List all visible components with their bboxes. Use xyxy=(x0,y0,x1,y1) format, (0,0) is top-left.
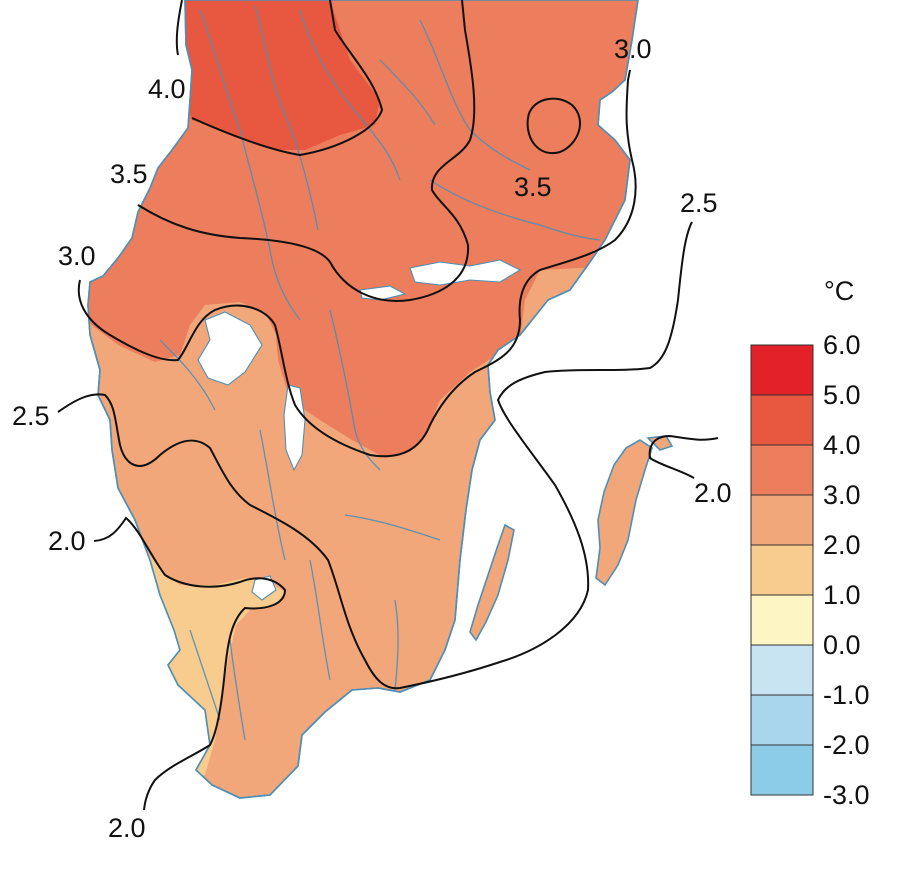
isotherms xyxy=(57,0,719,811)
legend-unit-label: °C xyxy=(824,276,854,306)
river-10 xyxy=(344,514,441,541)
isotherm-3.5-north xyxy=(137,0,476,302)
river-6 xyxy=(429,179,601,241)
isotherm-3.5-ring xyxy=(526,97,581,155)
river-14 xyxy=(394,599,399,691)
legend-bin xyxy=(750,744,814,796)
isotherm-2.0-east xyxy=(648,434,719,479)
river-2 xyxy=(254,4,319,231)
river-9 xyxy=(259,429,286,561)
river-7 xyxy=(329,309,381,471)
river-5 xyxy=(379,59,436,126)
contour-label-2.0-west: 2.0 xyxy=(48,526,86,556)
river-8 xyxy=(159,339,216,411)
oland-island xyxy=(469,523,515,642)
legend-bin xyxy=(750,694,814,746)
contour-label-2.0-east: 2.0 xyxy=(694,478,732,508)
lake-small-south xyxy=(251,575,277,601)
legend-tick-label: -1.0 xyxy=(823,680,870,710)
lake-vanern xyxy=(197,311,263,386)
contour-label-3.5-east: 3.5 xyxy=(514,172,552,202)
river-1 xyxy=(199,9,301,321)
river-11 xyxy=(309,559,331,681)
legend-tick-label: 6.0 xyxy=(823,330,861,360)
legend-bin xyxy=(750,494,814,546)
lakes xyxy=(197,259,522,601)
legend-tick-label: 0.0 xyxy=(823,630,861,660)
legend-bin xyxy=(750,594,814,646)
contour-label-2.5-west: 2.5 xyxy=(12,401,50,431)
lake-malaren xyxy=(409,259,522,286)
legend-tick-label: 1.0 xyxy=(823,580,861,610)
river-3 xyxy=(299,9,401,181)
river-4 xyxy=(419,19,531,171)
isotherm-3.0 xyxy=(77,69,637,458)
legend-bin xyxy=(750,344,814,396)
legend-tick-label: 4.0 xyxy=(823,430,861,460)
legend-bin xyxy=(750,394,814,446)
river-13 xyxy=(189,629,221,721)
contour-label-3.0-east: 3.0 xyxy=(614,34,652,64)
contour-label-3.5-west: 3.5 xyxy=(110,159,148,189)
isotherm-4.0 xyxy=(175,0,384,157)
gotland-island xyxy=(595,439,653,587)
zone-4-to-5 xyxy=(175,0,380,150)
legend-tick-label: 5.0 xyxy=(823,380,861,410)
legend-bin xyxy=(750,644,814,696)
legend-bin xyxy=(750,544,814,596)
legend-bins xyxy=(750,344,814,796)
contour-label-2.5-east: 2.5 xyxy=(680,188,718,218)
legend-tick-label: -3.0 xyxy=(823,780,870,810)
contour-label-2.0-south: 2.0 xyxy=(108,813,146,843)
legend-tick-label: 2.0 xyxy=(823,530,861,560)
legend-tick-label: -2.0 xyxy=(823,730,870,760)
legend-tick-label: 3.0 xyxy=(823,480,861,510)
legend-ticks: 6.0 5.0 4.0 3.0 2.0 1.0 0.0 -1.0 -2.0 -3.0 xyxy=(823,330,870,810)
rivers xyxy=(159,4,601,741)
color-legend: °C 6.0 5.0 4.0 3.0 2.0 1.0 0.0 -1.0 -2.0 -3.0 xyxy=(750,276,870,810)
river-12 xyxy=(229,639,246,741)
isotherm-2.5 xyxy=(57,221,693,690)
contour-label-4.0: 4.0 xyxy=(148,74,186,104)
lake-vattern xyxy=(283,384,306,472)
contour-label-3.0-west: 3.0 xyxy=(58,241,96,271)
contour-labels: 4.0 3.5 3.5 3.0 3.0 2.5 2.5 2.0 2.0 2.0 xyxy=(12,34,732,843)
isotherm-2.0-west xyxy=(93,516,287,811)
legend-bin xyxy=(750,444,814,496)
